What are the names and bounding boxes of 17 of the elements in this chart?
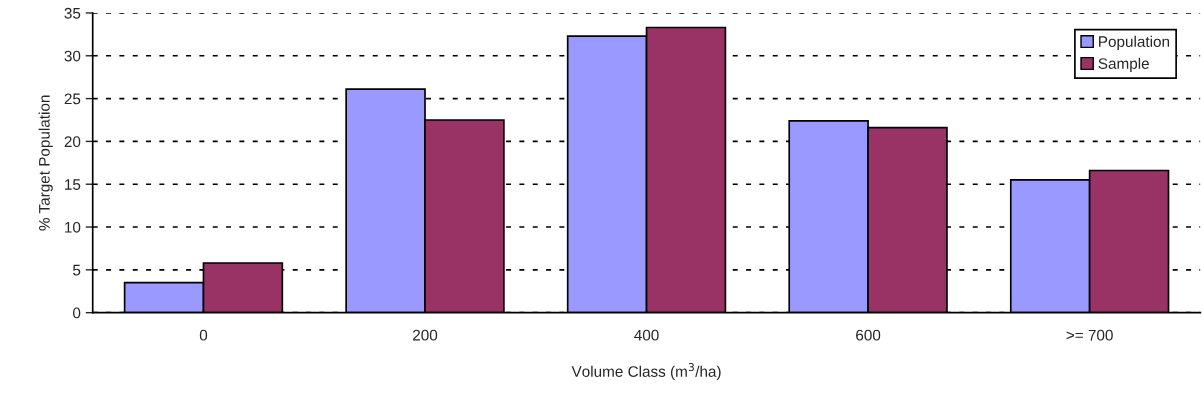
x-tick-label: 200 <box>413 329 438 341</box>
y-tick-label: 35 <box>64 7 81 19</box>
legend-label: Population <box>1099 35 1170 51</box>
y-tick-label: 30 <box>64 50 81 62</box>
y-tick-label: 5 <box>73 264 81 276</box>
x-axis-title: Volume Class (m$^{3}$/ha) <box>571 363 721 380</box>
x-tick-label: 400 <box>634 329 659 341</box>
x-tick-label: 0 <box>199 329 208 341</box>
y-tick-label: 10 <box>65 221 81 233</box>
y-tick-label: 0 <box>73 307 81 319</box>
y-tick-label: 20 <box>64 136 81 148</box>
legend-label: Sample <box>1098 57 1149 72</box>
y-tick-label: 15 <box>65 179 81 190</box>
y-axis-title: % Target Population <box>38 95 53 231</box>
x-tick-label: 600 <box>856 329 881 341</box>
x-tick-label: >= 700 <box>1066 329 1113 341</box>
y-tick-label: 25 <box>64 93 81 105</box>
